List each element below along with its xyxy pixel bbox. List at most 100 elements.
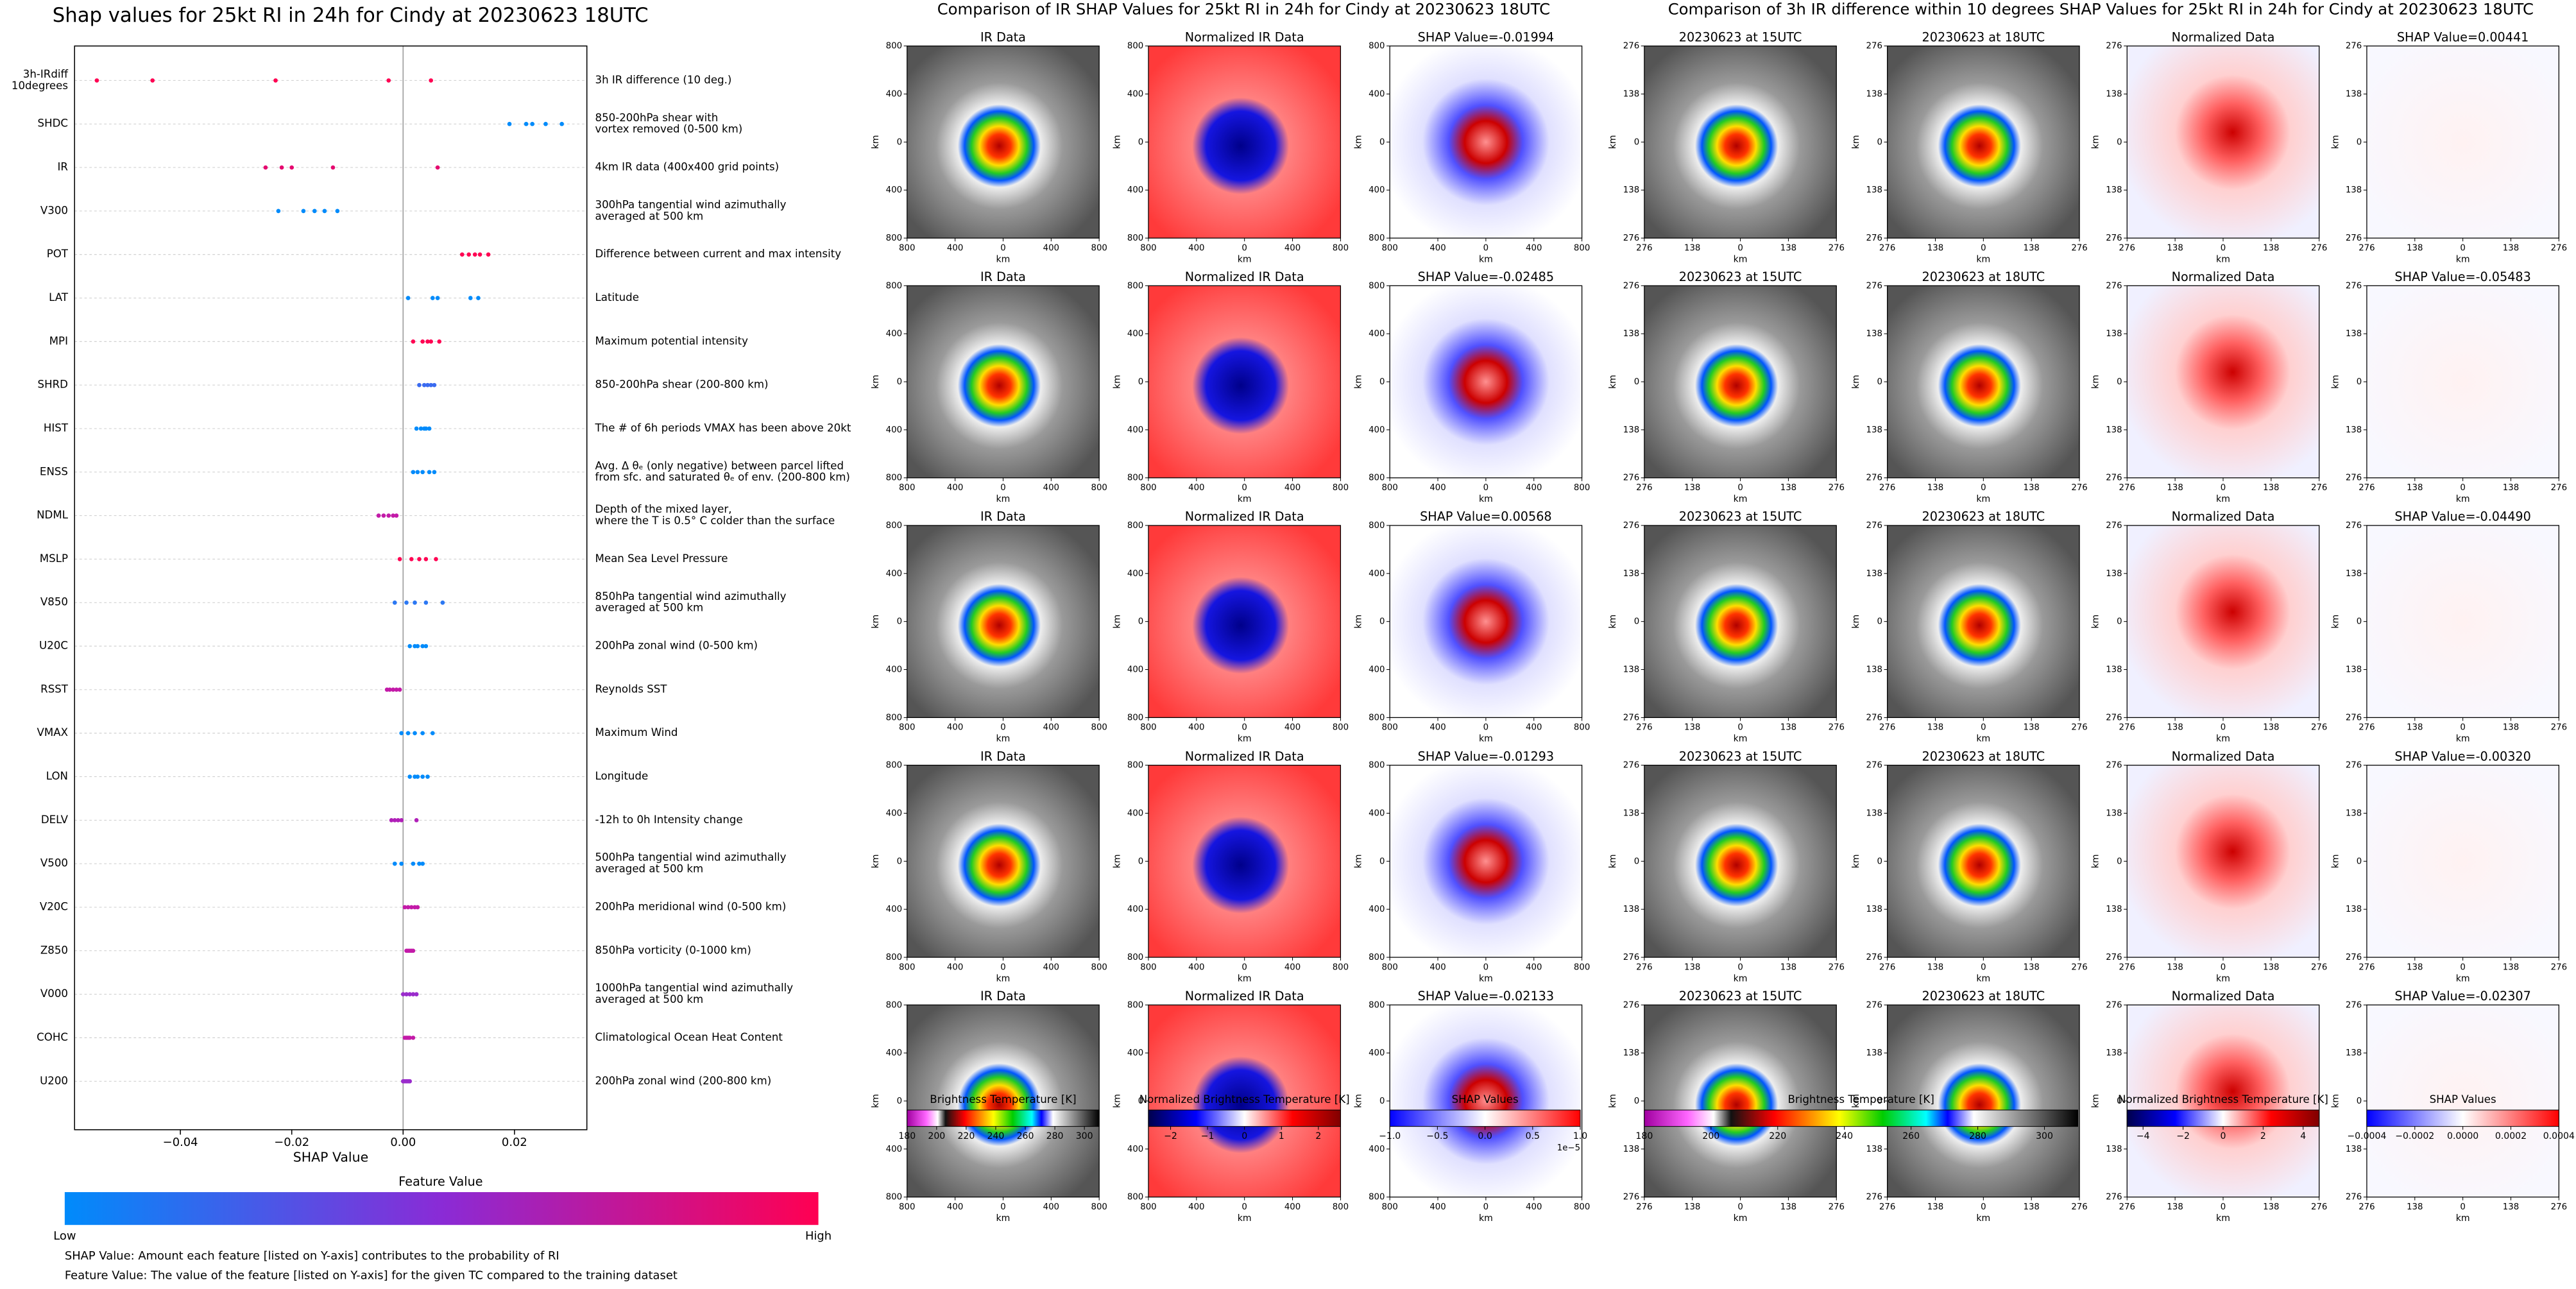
y-tick-label: 276	[2106, 953, 2122, 962]
point	[400, 992, 405, 996]
y-tick-label: 400	[1127, 808, 1143, 818]
feature-description: Latitude	[595, 291, 639, 303]
x-tick-label: 138	[2263, 723, 2279, 733]
y-tick-label: 0	[1634, 857, 1639, 866]
x-tick-label: 276	[2358, 483, 2375, 493]
x-tick-label: 0	[1000, 962, 1005, 972]
panel-image	[2127, 46, 2319, 239]
y-tick-label: 800	[1127, 713, 1143, 722]
panel-image	[1148, 46, 1341, 239]
y-tick-label: 138	[2106, 1048, 2122, 1058]
feature-label: LON	[46, 770, 68, 782]
point	[407, 992, 413, 996]
x-axis-label: km	[1734, 973, 1748, 984]
panel-image	[1390, 46, 1582, 239]
panel-image	[1390, 1005, 1582, 1197]
x-axis-label: km	[1479, 494, 1493, 504]
x-axis-label: km	[1479, 734, 1493, 744]
panel-title: IR Data	[980, 749, 1026, 764]
y-tick-label: 138	[2106, 329, 2122, 339]
point	[376, 513, 381, 518]
point	[417, 557, 422, 561]
feature-description: -12h to 0h Intensity change	[595, 814, 743, 826]
y-tick-label: 138	[2346, 90, 2362, 99]
x-tick-label: 0	[1241, 962, 1247, 972]
point	[437, 339, 442, 344]
x-tick-label: 138	[2167, 243, 2183, 253]
x-tick-label: 800	[1333, 1202, 1349, 1212]
x-tick-label: 276	[2119, 962, 2135, 972]
x-tick-label: 138	[1780, 1202, 1796, 1212]
y-tick-label: 276	[1623, 953, 1639, 962]
x-tick-label: 0	[2221, 1202, 2226, 1212]
y-tick-label: 276	[2106, 761, 2122, 771]
feature-label: V000	[40, 987, 68, 1000]
point	[422, 382, 427, 388]
y-tick-label: 800	[886, 761, 902, 771]
x-tick-label: 276	[1879, 962, 1895, 972]
point	[423, 557, 429, 561]
y-tick-label: 0	[2357, 617, 2362, 627]
y-tick-label: 800	[886, 953, 902, 962]
feature-description: Maximum potential intensity	[595, 335, 749, 347]
x-axis-label: km	[2456, 494, 2470, 504]
y-tick-label: 800	[886, 1193, 902, 1202]
x-tick-label: 800	[1574, 723, 1590, 733]
y-tick-label: 0	[1634, 617, 1639, 627]
y-axis-label: km	[2330, 375, 2341, 389]
colorbar-tick-label: −1	[1201, 1131, 1215, 1141]
colorbar-tick-label: 1.0	[1573, 1131, 1587, 1141]
y-tick-label: 800	[1369, 1193, 1385, 1202]
x-tick-label: 138	[1780, 483, 1796, 493]
y-tick-label: 400	[1369, 569, 1385, 579]
panel-image	[907, 286, 1100, 478]
y-tick-label: 400	[1369, 1145, 1385, 1154]
feature-label: COHC	[37, 1031, 68, 1043]
colorbar-tick-label: −1.0	[1379, 1131, 1401, 1141]
y-tick-label: 0	[1138, 137, 1143, 147]
colorbar-label: Normalized Brightness Temperature [K]	[2118, 1093, 2328, 1105]
y-tick-label: 400	[1369, 329, 1385, 339]
x-tick-label: 138	[1684, 1202, 1700, 1212]
y-tick-label: 276	[1866, 953, 1882, 962]
panel-title: Normalized Data	[2172, 30, 2275, 44]
y-axis-label: km	[1608, 854, 1618, 868]
panel-image	[1390, 525, 1582, 718]
point	[427, 470, 432, 475]
panel-image	[2366, 765, 2559, 958]
x-tick-label: 276	[2551, 1202, 2567, 1212]
x-axis-label: km	[2456, 973, 2470, 984]
y-axis-label: km	[871, 1094, 881, 1108]
x-tick-label: 276	[1636, 1202, 1652, 1212]
colorbar	[1644, 1109, 2079, 1127]
panel-image	[1644, 46, 1837, 239]
x-axis-label: km	[996, 254, 1011, 264]
y-axis-label: km	[2330, 854, 2341, 868]
x-tick-label: 0	[1241, 1202, 1247, 1212]
y-tick-label: 138	[2346, 665, 2362, 675]
point	[559, 121, 564, 126]
x-tick-label: 276	[2551, 962, 2567, 972]
y-tick-label: 800	[1127, 281, 1143, 291]
y-axis-label: km	[1112, 854, 1122, 868]
x-tick-label: 0	[1737, 243, 1743, 253]
x-tick-label: 0	[2221, 483, 2226, 493]
point	[405, 731, 411, 736]
x-tick-label: 800	[1091, 483, 1107, 493]
x-tick-label: 276	[1636, 243, 1652, 253]
y-axis-label: km	[1608, 375, 1618, 389]
point	[440, 600, 445, 605]
y-tick-label: 138	[2346, 185, 2362, 195]
x-tick-label: 138	[2407, 723, 2423, 733]
point	[404, 600, 409, 605]
feature-label: V500	[40, 857, 68, 869]
feature-description: 850hPa tangential wind azimuthally	[595, 590, 787, 602]
colorbar-tick-label: 240	[987, 1131, 1005, 1141]
colorbar-label: Normalized Brightness Temperature [K]	[1139, 1093, 1350, 1105]
colorbar-tick-label: 260	[1017, 1131, 1034, 1141]
y-axis-label: km	[1112, 375, 1122, 389]
x-tick-label: 0	[1737, 1202, 1743, 1212]
x-tick-label: 276	[1829, 243, 1845, 253]
colorbar-tick-label: 2	[1315, 1131, 1321, 1141]
